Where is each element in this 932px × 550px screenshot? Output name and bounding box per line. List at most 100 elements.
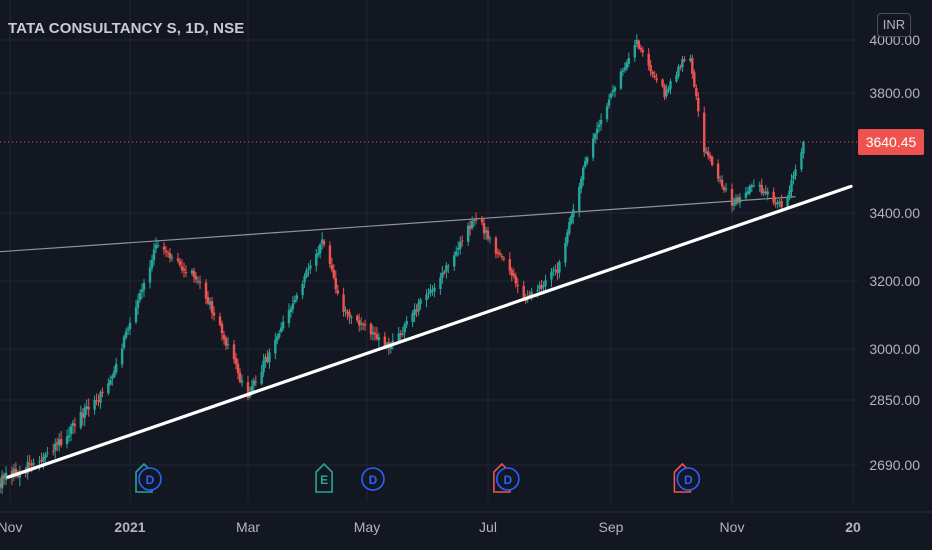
candle-body	[675, 75, 678, 82]
candle-body	[232, 344, 236, 360]
candle-body	[510, 270, 514, 276]
candle-body	[619, 71, 623, 89]
time-tick-label: Mar	[236, 519, 260, 535]
dividend-marker-icon[interactable]: D	[361, 467, 385, 491]
candle-body	[182, 268, 186, 271]
candle-body	[377, 337, 381, 341]
candle-body	[81, 413, 84, 418]
candle-body	[570, 216, 573, 224]
candle-body	[502, 258, 506, 260]
candle-body	[605, 106, 609, 120]
candle-body	[550, 271, 553, 280]
event-markers[interactable]: EDEDEDED	[135, 462, 701, 493]
dividend-marker-label: D	[369, 473, 378, 487]
candle-body	[101, 391, 104, 393]
candle-body	[150, 260, 154, 268]
candle-body	[663, 85, 666, 98]
candle-body	[305, 270, 308, 277]
candle-body	[544, 280, 547, 286]
candle-body	[375, 334, 379, 339]
candle-body	[71, 423, 75, 426]
candle-body	[538, 285, 541, 290]
candle-body	[703, 112, 706, 153]
candle-body	[198, 281, 202, 283]
price-axis[interactable]: 2690.00 2850.00 3000.00 3200.00 3400.00 3800.…	[869, 32, 920, 473]
price-tick-label: 2850.00	[869, 392, 920, 408]
candle-body	[411, 313, 414, 323]
candle-body	[720, 179, 724, 187]
candle-body	[482, 223, 486, 234]
candle-body	[776, 202, 779, 205]
earnings-marker-icon[interactable]: E	[315, 462, 333, 493]
candle-body	[578, 186, 581, 211]
candle-body	[134, 307, 138, 323]
candle-body	[156, 245, 160, 247]
candle-body	[69, 426, 73, 435]
candle-body	[287, 310, 291, 324]
last-price-tag-bg	[858, 129, 924, 155]
candle-body	[192, 270, 196, 278]
candle-body	[87, 406, 90, 410]
candle-body	[356, 315, 359, 321]
dividend-marker-icon[interactable]: D	[676, 467, 701, 491]
candle-body	[794, 169, 797, 177]
candle-body	[651, 71, 654, 75]
time-axis[interactable]: Nov 2021 Mar May Jul Sep Nov 20	[0, 511, 932, 535]
candle-body	[250, 386, 254, 394]
candle-body	[572, 209, 575, 218]
candle-body	[399, 333, 402, 336]
price-tick-label: 3800.00	[869, 85, 920, 101]
candle-body	[93, 399, 96, 410]
dividend-marker-icon[interactable]: D	[496, 467, 520, 491]
candle-body	[291, 303, 295, 310]
candle-body	[2, 474, 6, 479]
candle-body	[276, 336, 279, 341]
candle-body	[190, 270, 194, 274]
candle-body	[363, 324, 367, 326]
candle-body	[738, 197, 742, 203]
grid-lines	[0, 0, 858, 502]
candle-body	[669, 81, 672, 89]
candle-body	[758, 184, 761, 187]
resistance-trendline[interactable]	[0, 196, 796, 253]
candle-body	[332, 269, 336, 278]
resistance-line	[0, 196, 796, 253]
candle-body	[278, 333, 281, 337]
candle-body	[591, 138, 595, 158]
candle-body	[667, 88, 670, 92]
candle-body	[12, 468, 16, 476]
candle-body	[433, 287, 436, 292]
candle-body	[500, 255, 504, 258]
dividend-marker-icon[interactable]: D	[138, 467, 162, 491]
dividend-marker-shape	[676, 467, 701, 491]
candle-body	[607, 99, 611, 106]
candle-body	[764, 191, 767, 194]
candle-body	[558, 261, 561, 273]
candle-body	[790, 180, 793, 192]
candle-body	[599, 119, 603, 125]
currency-button[interactable]: INR	[877, 13, 911, 37]
candle-body	[168, 253, 172, 259]
candle-body	[330, 264, 334, 270]
candle-body	[322, 240, 326, 245]
candle-body	[67, 435, 71, 438]
candle-body	[691, 58, 694, 74]
support-trendline[interactable]	[6, 184, 853, 479]
candle-body	[120, 348, 124, 365]
candle-body	[301, 283, 304, 296]
candle-body	[716, 163, 720, 179]
candle-body	[750, 185, 754, 187]
candle-body	[637, 40, 640, 49]
candle-body	[683, 59, 686, 61]
candle-body	[647, 53, 650, 66]
candle-body	[0, 483, 2, 487]
candle-body	[752, 185, 756, 187]
candle-body	[54, 443, 57, 451]
candle-body	[218, 316, 222, 325]
time-tick-label: Nov	[0, 519, 22, 535]
candle-body	[580, 178, 583, 189]
candle-body	[732, 202, 736, 206]
candle-body	[445, 265, 448, 272]
